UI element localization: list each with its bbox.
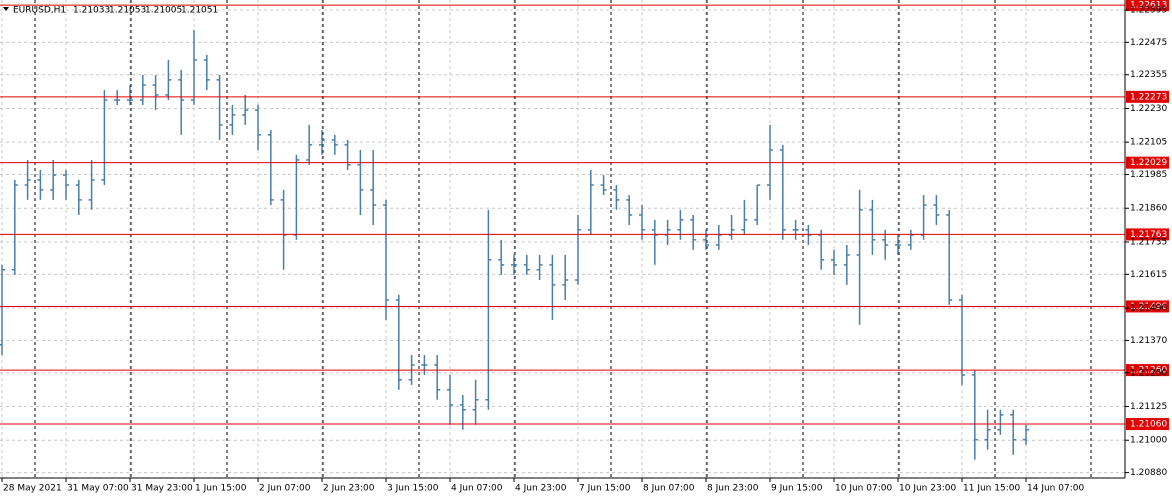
level-label-box [1126,156,1169,169]
y-tick-label: 1.22230 [1130,104,1167,114]
level-label-box [1126,228,1169,241]
y-tick-label: 1.22105 [1130,138,1167,148]
level-label: 1.22029 [1130,158,1167,168]
level-label: 1.21060 [1130,420,1167,430]
x-tick-label: 11 Jun 15:00 [963,484,1020,494]
x-tick-label: 3 Jun 15:00 [387,484,439,494]
y-tick-label: 1.21250 [1130,368,1167,378]
x-tick-label: 28 May 2021 [3,484,62,494]
x-tick-label: 1 Jun 15:00 [195,484,247,494]
level-label-box [1126,90,1169,103]
y-tick-label: 1.21985 [1130,170,1167,180]
x-tick-label: 31 May 23:00 [131,484,193,494]
grid [0,0,1125,478]
x-tick-label: 10 Jun 07:00 [835,484,892,494]
y-tick-label: 1.21735 [1130,237,1167,247]
info-high: 1.21053 [109,6,146,16]
x-tick-label: 2 Jun 07:00 [259,484,311,494]
y-tick-label: 1.22475 [1130,38,1167,48]
x-tick-label: 7 Jun 15:00 [579,484,631,494]
x-tick-label: 31 May 07:00 [67,484,129,494]
y-tick-label: 1.21490 [1130,304,1167,314]
y-tick-label: 1.21370 [1130,336,1167,346]
level-label-box [1126,300,1169,313]
x-tick-label: 9 Jun 15:00 [771,484,823,494]
levels: 1.22613 1.22273 1.22029 1.21763 1.21496 1.212… [0,0,1169,431]
level-label-box [1126,418,1169,431]
y-tick-label: 1.21125 [1130,402,1167,412]
y-tick-label: 1.22595 [1130,5,1167,15]
level-label: 1.21260 [1130,366,1167,376]
info-open: 1.21033 [73,6,110,16]
x-tick-label: 4 Jun 07:00 [451,484,503,494]
x-tick-label: 8 Jun 23:00 [707,484,759,494]
x-tick-label: 8 Jun 07:00 [643,484,695,494]
x-tick-label: 14 Jun 07:00 [1027,484,1084,494]
level-label-box [1126,0,1169,12]
x-tick-label: 2 Jun 23:00 [323,484,375,494]
level-label: 1.21763 [1130,230,1167,240]
info-close: 1.21051 [181,6,218,16]
x-tick-label: 10 Jun 23:00 [899,484,956,494]
level-label-box [1126,364,1169,377]
symbol-title: EURUSD,H1 [13,6,66,16]
y-tick-label: 1.21615 [1130,270,1167,280]
y-tick-label: 1.20880 [1130,468,1167,478]
y-tick-label: 1.21000 [1130,436,1167,446]
menu-arrow[interactable] [3,7,9,11]
level-label: 1.21496 [1130,302,1167,312]
y-tick-label: 1.22355 [1130,70,1167,80]
day-separators [34,0,1092,478]
level-label: 1.22613 [1130,1,1167,11]
x-tick-label: 4 Jun 23:00 [515,484,567,494]
info-low: 1.21005 [145,6,182,16]
axis-labels: 1.22595 1.22475 1.22355 1.22230 1.22105 1.219… [1,5,1167,494]
y-tick-label: 1.21860 [1130,204,1167,214]
level-label: 1.22273 [1130,92,1167,102]
